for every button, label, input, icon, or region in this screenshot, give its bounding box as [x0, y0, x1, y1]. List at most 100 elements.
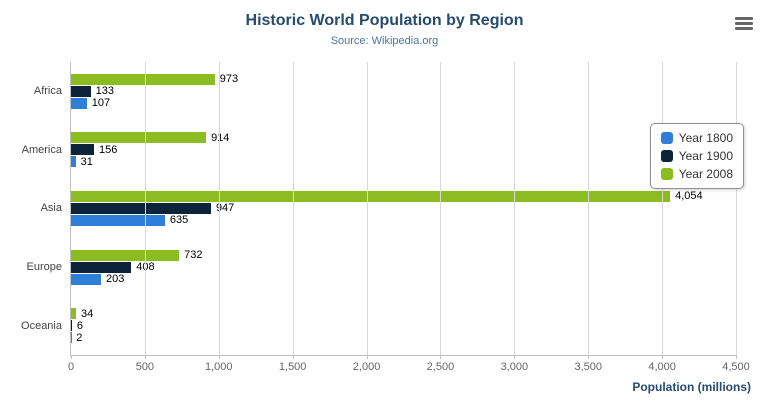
bar-value-label: 4,054 [675, 190, 703, 203]
gridline [292, 62, 294, 355]
menu-icon-line [735, 17, 753, 20]
menu-icon-line [735, 27, 753, 30]
legend-label: Year 2008 [678, 167, 733, 181]
gridline [440, 62, 442, 355]
bar-value-label: 732 [184, 249, 203, 262]
chart-title: Historic World Population by Region [245, 12, 524, 29]
bar-asia-year-1900[interactable] [71, 202, 211, 214]
category-group-europe: Europe 732408203 [27, 238, 736, 297]
category-label: Africa [33, 85, 62, 98]
bar-value-label: 6 [76, 319, 83, 332]
bar-europe-year-1900[interactable] [71, 261, 132, 273]
category-label: Oceania [21, 319, 62, 332]
x-tick-label: 3,500 [574, 361, 602, 373]
bar-america-year-2008[interactable] [71, 132, 207, 144]
gridline [588, 62, 590, 355]
bar-america-year-1800[interactable] [71, 156, 76, 168]
hamburger-menu-icon[interactable] [735, 17, 753, 30]
x-tick-label: 3,000 [500, 361, 529, 373]
bar-america-year-1900[interactable] [71, 144, 95, 156]
category-group-oceania: Oceania 34 6 2 [21, 296, 736, 355]
axis-tick [292, 355, 294, 359]
plot-area: Africa 973 133 107 America 914 156 31 Asia 4,054 9… [21, 62, 750, 373]
x-tick-label: 4,500 [722, 361, 750, 373]
bar-europe-year-1800[interactable] [71, 273, 101, 285]
bar-row: 973 [71, 73, 736, 85]
bar-row: 133 [71, 85, 736, 98]
bar-value-label: 2 [76, 331, 83, 344]
legend-item-year-1900[interactable]: Year 1900 [660, 149, 733, 163]
axis-tick [366, 355, 368, 359]
bar-value-label: 133 [95, 85, 114, 98]
bar-row: 34 [71, 307, 736, 320]
bar-europe-year-2008[interactable] [71, 249, 180, 261]
bar-oceania-year-2008[interactable] [71, 308, 77, 320]
bar-row: 947 [71, 202, 736, 215]
x-tick-label: 4,000 [648, 361, 676, 373]
bar-row: 408 [71, 261, 736, 273]
legend-swatch [660, 168, 673, 180]
legend-item-year-1800[interactable]: Year 1800 [660, 131, 733, 145]
bar-africa-year-1900[interactable] [71, 85, 91, 97]
axis-tick [514, 355, 516, 359]
gridline [514, 62, 516, 355]
legend-item-year-2008[interactable]: Year 2008 [660, 167, 733, 181]
axis-tick [662, 355, 664, 359]
legend-label: Year 1900 [678, 149, 733, 163]
chart-subtitle: Source: Wikipedia.org [330, 35, 439, 47]
bar-value-label: 203 [105, 273, 125, 286]
axis-tick [144, 355, 146, 359]
bar-value-label: 156 [99, 143, 118, 156]
bar-row: 156 [71, 143, 736, 156]
x-tick-label: 2,000 [352, 361, 381, 373]
bar-asia-year-1800[interactable] [71, 214, 165, 226]
x-tick-label: 500 [135, 361, 155, 373]
bar-value-label: 107 [91, 97, 111, 110]
gridline [218, 62, 220, 355]
legend-swatch [660, 132, 673, 144]
category-group-america: America 914 156 31 [22, 121, 736, 180]
legend-label: Year 1800 [678, 131, 733, 145]
bar-value-label: 947 [215, 202, 235, 215]
bar-row: 107 [71, 97, 736, 110]
x-axis-title: Population (millions) [632, 380, 751, 394]
gridline [144, 62, 146, 355]
x-tick-label: 0 [67, 361, 75, 373]
bar-value-label: 914 [211, 131, 230, 144]
bar-row: 2 [71, 331, 736, 344]
bar-value-label: 34 [81, 307, 94, 320]
bar-row: 635 [71, 214, 736, 227]
bar-asia-year-2008[interactable] [71, 190, 671, 202]
x-tick-label: 1,500 [278, 361, 307, 373]
bar-row: 4,054 [71, 190, 736, 203]
bar-row: 6 [71, 319, 736, 332]
bar-groups: Africa 973 133 107 America 914 156 31 Asia 4,054 9… [21, 62, 736, 355]
axis-tick [588, 355, 590, 359]
category-label: America [21, 143, 62, 156]
bar-row: 914 [71, 131, 736, 144]
bar-row: 203 [71, 273, 736, 286]
bar-value-label: 635 [169, 214, 189, 227]
category-label: Europe [26, 261, 62, 274]
axis-tick [736, 355, 737, 359]
legend-swatch [660, 150, 673, 162]
bar-row: 31 [71, 155, 736, 168]
category-label: Asia [40, 202, 62, 215]
axis-tick [218, 355, 220, 359]
legend: Year 1800 Year 1900 Year 2008 [649, 123, 744, 189]
bar-africa-year-2008[interactable] [71, 73, 215, 85]
bar-row: 732 [71, 249, 736, 262]
bar-value-label: 31 [80, 155, 93, 168]
gridline [366, 62, 368, 355]
axis-tick [71, 355, 72, 359]
category-group-africa: Africa 973 133 107 [34, 62, 736, 121]
bar-africa-year-1800[interactable] [71, 97, 87, 109]
gridline [736, 62, 737, 355]
bar-oceania-year-1800[interactable] [71, 332, 72, 344]
category-group-asia: Asia 4,054 947 635 [41, 179, 736, 238]
bar-oceania-year-1900[interactable] [71, 320, 72, 332]
x-tick-label: 1,000 [205, 361, 233, 373]
menu-icon-line [735, 22, 753, 25]
gridline [662, 62, 664, 355]
